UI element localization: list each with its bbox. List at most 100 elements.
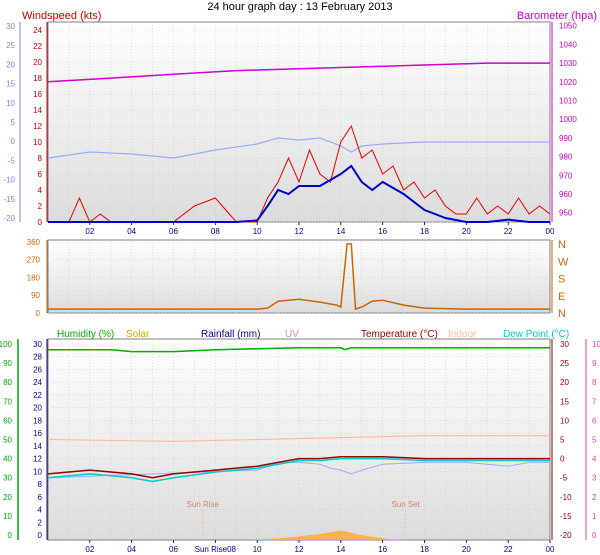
humidity-tick-4: 60 <box>3 416 12 425</box>
x-label-3-4: 10 <box>253 545 262 554</box>
baro-tick-6: 990 <box>559 134 573 143</box>
uv-tick-2: 8 <box>592 378 597 387</box>
x-label-3-1: 04 <box>127 545 136 554</box>
rain-tick-5: 20 <box>33 404 42 413</box>
humidity-tick-9: 10 <box>3 512 12 521</box>
wind-tick-2: 20 <box>33 58 42 67</box>
humidity-line <box>48 347 550 353</box>
compass-tick-3: E <box>558 291 565 303</box>
compass-tick-2: S <box>558 274 565 286</box>
baro-tick-10: 950 <box>559 209 573 218</box>
legend-climate-1: Solar <box>126 329 150 340</box>
rain-tick-8: 14 <box>33 442 42 451</box>
rain-tick-10: 10 <box>33 467 42 476</box>
x-label-1-1: 04 <box>127 227 136 236</box>
temp-right-tick-2: 20 <box>560 378 569 387</box>
sunset-label: Sun Set <box>391 500 420 509</box>
wind-tick-6: 12 <box>33 122 42 131</box>
dir-tick-0: 360 <box>27 238 41 247</box>
barometer-line <box>47 62 550 83</box>
temp-left-tick-9: -15 <box>3 195 15 204</box>
humidity-tick-5: 50 <box>3 436 12 445</box>
uv-tick-0: 10 <box>592 340 600 349</box>
dir-tick-2: 180 <box>27 273 41 282</box>
temp-left-tick-10: -20 <box>3 214 15 223</box>
rain-tick-1: 28 <box>33 353 42 362</box>
legend-climate-3: UV <box>285 329 299 340</box>
temp-left-tick-7: -5 <box>8 156 16 165</box>
temp-left-tick-8: -10 <box>3 176 15 185</box>
wind-tick-12: 0 <box>38 218 43 227</box>
x-label-1-7: 16 <box>378 227 387 236</box>
wind-tick-1: 22 <box>33 42 42 51</box>
temp-left-tick-2: 20 <box>6 60 15 69</box>
wind-tick-11: 2 <box>38 202 43 211</box>
x-label-3-2: 06 <box>169 545 178 554</box>
baro-tick-2: 1030 <box>559 59 577 68</box>
humidity-tick-0: 100 <box>0 340 13 349</box>
solar-area <box>246 530 404 540</box>
baro-tick-8: 970 <box>559 171 573 180</box>
baro-tick-4: 1010 <box>559 97 577 106</box>
indoor-line <box>47 435 550 443</box>
wind-tick-5: 14 <box>33 106 42 115</box>
chart-title: 24 hour graph day : 13 February 2013 <box>207 1 393 13</box>
x-label-3-10: 22 <box>504 545 513 554</box>
x-label-1-4: 10 <box>253 227 262 236</box>
temp-left-tick-3: 15 <box>6 80 15 89</box>
legend-barometer: Barometer (hpa) <box>517 10 597 22</box>
rain-tick-2: 26 <box>33 365 42 374</box>
rain-tick-12: 6 <box>38 493 43 502</box>
baro-tick-1: 1040 <box>559 40 577 49</box>
uv-tick-4: 6 <box>592 416 597 425</box>
legend-climate-4: Temperature (°C) <box>361 329 438 340</box>
humidity-tick-6: 40 <box>3 455 12 464</box>
x-label-3-11: 00 <box>546 545 555 554</box>
wind-tick-10: 4 <box>38 186 43 195</box>
baro-tick-3: 1020 <box>559 78 577 87</box>
temp-right-tick-7: -5 <box>560 474 568 483</box>
temp-left-tick-4: 10 <box>6 99 15 108</box>
rain-tick-15: 0 <box>38 531 43 540</box>
temp-left-tick-5: 5 <box>11 118 16 127</box>
x-label-1-10: 22 <box>504 227 513 236</box>
x-label-3-7: 16 <box>378 545 387 554</box>
rain-tick-6: 18 <box>33 416 42 425</box>
uv-tick-3: 7 <box>592 397 597 406</box>
uv-tick-10: 0 <box>592 531 597 540</box>
baro-tick-9: 960 <box>559 190 573 199</box>
uv-tick-8: 2 <box>592 493 597 502</box>
rain-tick-3: 24 <box>33 378 42 387</box>
temp-right-tick-1: 25 <box>560 359 569 368</box>
wind-tick-0: 24 <box>33 26 42 35</box>
x-label-3-0: 02 <box>85 545 94 554</box>
x-label-1-0: 02 <box>85 227 94 236</box>
wind-tick-8: 8 <box>38 154 43 163</box>
sunrise-label: Sun Rise <box>187 500 220 509</box>
x-label-3-8: 18 <box>420 545 429 554</box>
temp-right-tick-8: -10 <box>560 493 572 502</box>
legend-climate-5: Indoor <box>448 329 477 340</box>
temp-right-tick-4: 10 <box>560 416 569 425</box>
x-label-1-9: 20 <box>462 227 471 236</box>
temp-right-tick-5: 5 <box>560 436 565 445</box>
uv-tick-7: 3 <box>592 474 597 483</box>
temp-left-tick-1: 25 <box>6 41 15 50</box>
x-label-3-9: 20 <box>462 545 471 554</box>
x-label-3-6: 14 <box>336 545 345 554</box>
baro-tick-7: 980 <box>559 153 573 162</box>
x-label-3-5: 12 <box>295 545 304 554</box>
dir-tick-1: 270 <box>27 256 41 265</box>
temp-right-tick-6: 0 <box>560 455 565 464</box>
temp-left-tick-6: 0 <box>11 137 16 146</box>
humidity-tick-1: 90 <box>3 359 12 368</box>
rain-tick-7: 16 <box>33 429 42 438</box>
humidity-tick-3: 70 <box>3 397 12 406</box>
rain-tick-4: 22 <box>33 391 42 400</box>
humidity-tick-2: 80 <box>3 378 12 387</box>
direction-line <box>48 243 550 311</box>
uv-tick-6: 4 <box>592 455 597 464</box>
wind-tick-3: 18 <box>33 74 42 83</box>
humidity-tick-7: 30 <box>3 474 12 483</box>
